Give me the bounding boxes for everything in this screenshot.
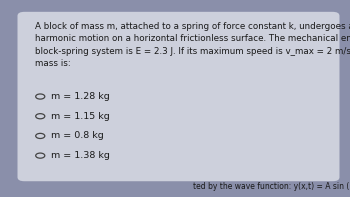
Text: m = 0.8 kg: m = 0.8 kg (51, 131, 104, 140)
Text: m = 1.15 kg: m = 1.15 kg (51, 112, 110, 121)
FancyBboxPatch shape (18, 12, 340, 181)
Text: m = 1.38 kg: m = 1.38 kg (51, 151, 110, 160)
Text: A block of mass m, attached to a spring of force constant k, undergoes a simple
: A block of mass m, attached to a spring … (35, 22, 350, 68)
Text: m = 1.28 kg: m = 1.28 kg (51, 92, 110, 101)
Text: ted by the wave function: y(x,t) = A sin (kx - ωt + φ).: ted by the wave function: y(x,t) = A sin… (193, 182, 350, 191)
